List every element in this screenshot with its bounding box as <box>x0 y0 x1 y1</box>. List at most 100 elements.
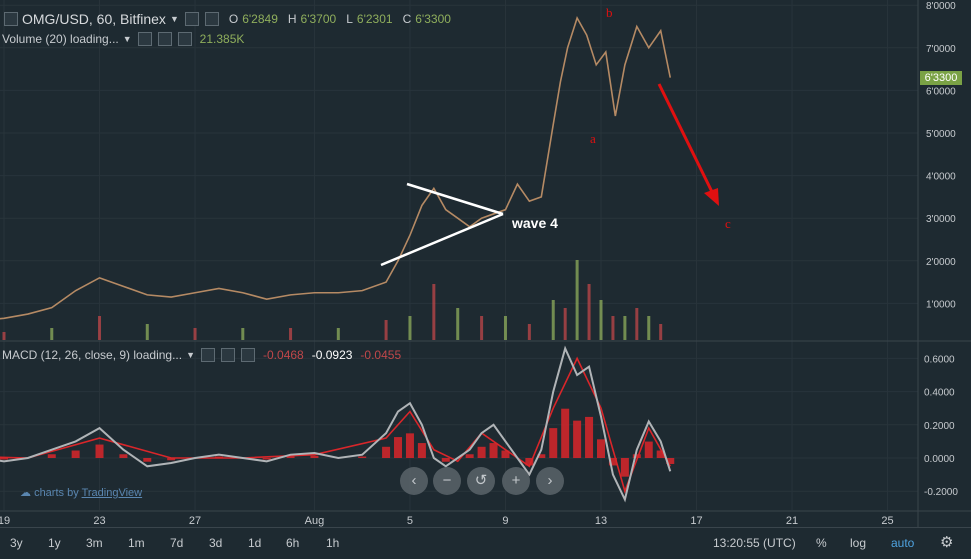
volume-bar <box>551 300 555 340</box>
volume-bar <box>647 316 651 340</box>
volume-bar <box>336 328 340 340</box>
volume-bar <box>289 328 293 340</box>
cloud-icon: ☁ <box>20 487 31 499</box>
macd-histogram-bar <box>441 458 450 462</box>
settings-icon[interactable] <box>204 12 219 26</box>
wave4-label: wave 4 <box>511 215 558 231</box>
macd-signal-line <box>0 356 671 494</box>
x-tick-label: 19 <box>0 515 10 527</box>
scroll-right-button[interactable]: › <box>536 467 564 495</box>
ohlc-close-label: C <box>402 12 412 26</box>
macd-histogram-bar <box>382 446 391 458</box>
close-icon[interactable] <box>177 32 192 46</box>
timeframe-6h[interactable]: 6h <box>286 536 300 550</box>
gear-icon[interactable]: ⚙ <box>940 534 954 551</box>
ohlc-close-value: 6'3300 <box>415 12 451 26</box>
utc-clock[interactable]: 13:20:55 (UTC) <box>713 536 796 550</box>
chevron-down-icon[interactable]: ▼ <box>169 14 179 24</box>
ohlc-low-label: L <box>346 12 353 26</box>
macd-histogram-bar <box>632 454 641 458</box>
projection-arrow <box>657 83 718 201</box>
volume-bar <box>575 260 579 340</box>
reset-button[interactable]: ↺ <box>467 467 495 495</box>
macd-histogram-bar <box>501 450 510 458</box>
collapse-icon[interactable] <box>4 12 18 26</box>
chevron-down-icon[interactable]: ▼ <box>122 34 132 44</box>
timeframe-1y[interactable]: 1y <box>48 536 61 550</box>
macd-y-tick-label: -0.2000 <box>924 487 958 498</box>
settings-icon[interactable] <box>221 348 236 362</box>
volume-bar <box>2 332 6 340</box>
macd-histogram-bar <box>573 420 582 458</box>
zoom-in-button[interactable]: + <box>502 467 530 495</box>
macd-histogram-bar <box>119 454 128 458</box>
ohlc-low-value: 6'2301 <box>356 12 393 26</box>
x-tick-label: 5 <box>407 515 413 527</box>
percent-toggle[interactable]: % <box>816 536 827 550</box>
macd-histogram-bar <box>620 458 629 477</box>
tradingview-branding[interactable]: ☁ charts by TradingView <box>20 486 142 499</box>
volume-bar <box>432 284 436 340</box>
timeframe-3y[interactable]: 3y <box>10 536 23 550</box>
symbol-legend[interactable]: OMG/USD, 60, Bitfinex ▼ O 6'2849 H 6'3700 … <box>2 11 451 27</box>
scroll-left-button[interactable]: ‹ <box>400 467 428 495</box>
timeframe-3d[interactable]: 3d <box>209 536 223 550</box>
macd-histogram-bar <box>465 454 474 458</box>
macd-line <box>0 345 672 503</box>
auto-toggle[interactable]: auto <box>891 536 915 550</box>
eye-icon[interactable] <box>201 348 216 362</box>
macd-histogram-bar <box>394 437 403 458</box>
macd-histogram-bar <box>585 416 594 458</box>
volume-bar <box>599 300 603 340</box>
macd-histogram-bar <box>95 444 104 458</box>
volume-value: 21.385K <box>199 32 245 46</box>
timeframe-1h[interactable]: 1h <box>326 536 340 550</box>
macd-histogram-bar <box>477 446 486 458</box>
bottom-toolbar: 3y 1y 3m 1m 7d 3d 1d 6h 1h 13:20:55 (UTC… <box>0 527 971 559</box>
y-tick-label: 2'0000 <box>926 257 956 268</box>
eye-icon[interactable] <box>137 32 152 46</box>
timeframe-1m[interactable]: 1m <box>128 536 145 550</box>
close-icon[interactable] <box>241 348 256 362</box>
eye-icon[interactable] <box>184 12 199 26</box>
timeframe-3m[interactable]: 3m <box>86 536 103 550</box>
log-toggle[interactable]: log <box>850 536 867 550</box>
branding-prefix: charts by <box>34 487 79 499</box>
macd-label[interactable]: MACD (12, 26, close, 9) loading... <box>2 348 183 362</box>
volume-bar <box>145 324 149 340</box>
volume-bar <box>384 320 388 340</box>
macd-histogram-bar <box>561 408 570 458</box>
timeframe-1d[interactable]: 1d <box>248 536 262 550</box>
macd-histogram-bar <box>71 450 80 458</box>
settings-icon[interactable] <box>157 32 172 46</box>
y-tick-label: 8'0000 <box>926 1 956 12</box>
triangle-upper-trendline <box>406 182 504 216</box>
last-price-tag: 6'3300 <box>920 71 962 85</box>
volume-label[interactable]: Volume (20) loading... <box>2 32 119 46</box>
volume-bar <box>659 324 663 340</box>
x-tick-label: Aug <box>305 515 325 527</box>
volume-bar <box>587 284 591 340</box>
zoom-out-button[interactable]: − <box>433 467 461 495</box>
macd-histogram-bar <box>525 458 534 466</box>
macd-value-1: -0.0468 <box>263 348 304 362</box>
macd-value-2: -0.0923 <box>311 348 353 362</box>
macd-y-tick-label: 0.0000 <box>924 454 955 465</box>
macd-legend[interactable]: MACD (12, 26, close, 9) loading... ▼ -0.… <box>2 348 401 362</box>
chevron-down-icon[interactable]: ▼ <box>186 350 196 360</box>
volume-legend[interactable]: Volume (20) loading... ▼ 21.385K <box>2 32 244 46</box>
x-tick-label: 17 <box>690 515 702 527</box>
wave-a-label: a <box>590 131 596 146</box>
macd-histogram-bar <box>608 458 617 466</box>
macd-histogram-bar <box>0 458 8 460</box>
macd-histogram-bar <box>489 443 498 458</box>
symbol-title[interactable]: OMG/USD, 60, Bitfinex <box>22 11 166 27</box>
branding-link[interactable]: TradingView <box>81 487 143 499</box>
y-tick-label: 3'0000 <box>926 214 956 225</box>
x-tick-label: 25 <box>881 515 893 527</box>
macd-histogram-bar <box>143 458 152 462</box>
y-tick-label: 6'0000 <box>926 86 956 97</box>
timeframe-7d[interactable]: 7d <box>170 536 184 550</box>
wave-b-label: b <box>606 5 613 20</box>
